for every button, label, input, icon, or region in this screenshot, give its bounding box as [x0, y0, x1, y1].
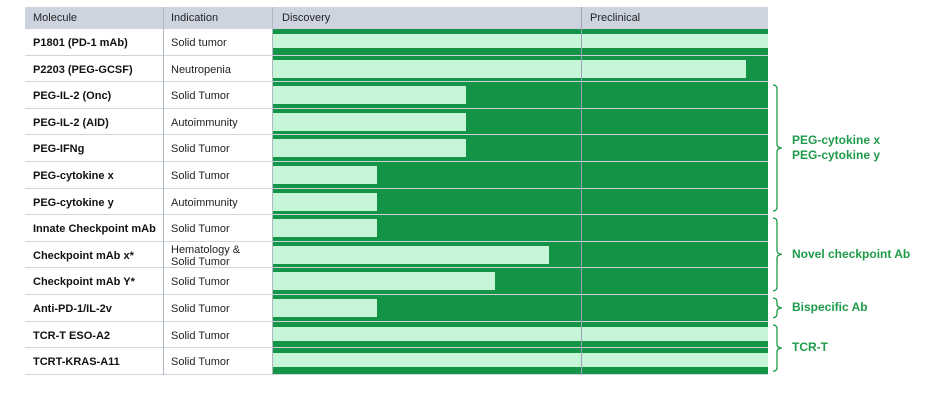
indication: Solid Tumor	[171, 170, 230, 182]
progress-bar	[273, 353, 768, 368]
table-row: PEG-cytokine x Solid Tumor	[25, 162, 768, 189]
indication: Neutropenia	[171, 63, 231, 76]
header-indication: Indication	[171, 12, 219, 24]
molecule-name: Checkpoint mAb Y*	[33, 276, 135, 289]
molecule-name: PEG-IFNg	[33, 143, 85, 156]
progress-bar	[273, 59, 746, 78]
molecule-name: TCRT-KRAS-A11	[33, 356, 120, 369]
molecule-name: PEG-IL-2 (Onc)	[33, 90, 112, 103]
molecule-name: P1801 (PD-1 mAb)	[33, 37, 128, 49]
molecule-name: PEG-cytokine x	[33, 170, 114, 182]
group-label: Bispecific Ab	[792, 300, 868, 315]
progress-bar	[273, 166, 377, 184]
progress-bar	[273, 272, 495, 291]
group-bracket	[772, 217, 783, 292]
group-bracket	[772, 84, 783, 212]
indication: Solid Tumor	[171, 329, 230, 342]
indication: Solid Tumor	[171, 356, 230, 369]
group-label-line: PEG-cytokine y	[792, 148, 881, 163]
progress-bar	[273, 192, 377, 211]
table-row: TCRT-KRAS-A11 Solid Tumor	[25, 348, 768, 375]
header-molecule: Molecule	[33, 12, 78, 24]
indication: Solid Tumor	[171, 303, 230, 315]
indication: Autoimmunity	[171, 116, 238, 129]
group-label-line: Bispecific Ab	[792, 299, 868, 314]
progress-bar	[273, 326, 768, 341]
progress-bar	[273, 139, 466, 158]
table-row: Checkpoint mAb Y* Solid Tumor	[25, 268, 768, 295]
group-bracket	[772, 297, 783, 319]
molecule-name: PEG-IL-2 (AID)	[33, 116, 109, 129]
group-label: TCR-T	[792, 340, 828, 355]
table-row: TCR-T ESO-A2 Solid Tumor	[25, 321, 768, 349]
progress-bar	[273, 219, 377, 238]
table-row: PEG-IL-2 (AID) Autoimmunity	[25, 108, 768, 136]
group-label: PEG-cytokine x PEG-cytokine y	[792, 133, 880, 163]
table-row: PEG-cytokine y Autoimmunity	[25, 188, 768, 216]
group-label-line: PEG-cytokine x	[792, 133, 881, 148]
indication: Hematology & Solid Tumor	[171, 243, 241, 268]
column-divider	[581, 7, 582, 375]
table-row: Anti-PD-1/IL-2v Solid Tumor	[25, 295, 768, 322]
molecule-name: Anti-PD-1/IL-2v	[33, 303, 112, 315]
table-row: P1801 (PD-1 mAb) Solid tumor	[25, 29, 768, 56]
column-divider	[272, 7, 273, 375]
table-row: PEG-IL-2 (Onc) Solid Tumor	[25, 82, 768, 109]
table-header: Molecule Indication Discovery Preclinica…	[25, 7, 768, 29]
table-row: Innate Checkpoint mAb Solid Tumor	[25, 215, 768, 242]
indication: Solid Tumor	[171, 143, 230, 156]
progress-bar	[273, 86, 466, 105]
indication: Solid tumor	[171, 37, 227, 49]
table-row: PEG-IFNg Solid Tumor	[25, 135, 768, 162]
molecule-name: Innate Checkpoint mAb	[33, 223, 156, 236]
progress-bar	[273, 112, 466, 131]
progress-bar	[273, 299, 377, 317]
molecule-name: PEG-cytokine y	[33, 196, 114, 209]
molecule-name: Checkpoint mAb x*	[33, 249, 134, 262]
molecule-name: TCR-T ESO-A2	[33, 329, 110, 342]
indication: Solid Tumor	[171, 90, 230, 103]
table-row: P2203 (PEG-GCSF) Neutropenia	[25, 55, 768, 83]
molecule-name: P2203 (PEG-GCSF)	[33, 63, 133, 76]
header-preclinical: Preclinical	[590, 12, 641, 24]
indication: Solid Tumor	[171, 223, 230, 236]
progress-bar	[273, 245, 549, 264]
indication: Autoimmunity	[171, 196, 238, 209]
group-bracket	[772, 323, 783, 372]
progress-bar	[273, 34, 768, 48]
column-divider	[163, 7, 164, 375]
table-row: Checkpoint mAb x* Hematology & Solid Tumo…	[25, 241, 768, 269]
group-label-line: TCR-T	[792, 339, 828, 354]
header-discovery: Discovery	[282, 12, 331, 24]
group-label: Novel checkpoint Ab	[792, 247, 910, 262]
indication: Solid Tumor	[171, 276, 230, 289]
group-label-line: Novel checkpoint Ab	[792, 246, 911, 261]
